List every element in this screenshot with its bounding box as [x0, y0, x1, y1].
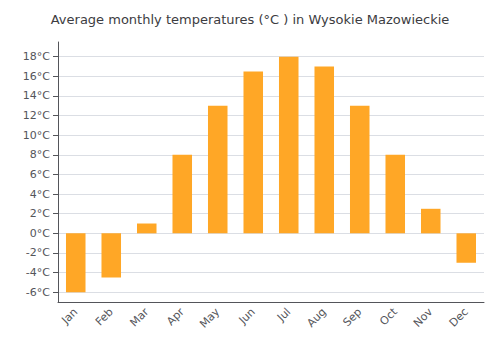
- svg-text:May: May: [197, 305, 223, 331]
- svg-text:-2°C: -2°C: [26, 246, 50, 259]
- svg-text:2°C: 2°C: [30, 207, 50, 220]
- svg-text:Aug: Aug: [304, 305, 328, 329]
- svg-text:0°C: 0°C: [30, 227, 50, 240]
- svg-text:Feb: Feb: [93, 305, 116, 328]
- svg-text:18°C: 18°C: [23, 50, 50, 63]
- svg-text:-6°C: -6°C: [26, 286, 50, 299]
- svg-text:Average monthly temperatures (: Average monthly temperatures (°C ) in Wy…: [51, 12, 450, 27]
- svg-text:Apr: Apr: [164, 305, 187, 328]
- svg-text:Jan: Jan: [58, 305, 80, 327]
- svg-text:Oct: Oct: [377, 305, 400, 328]
- svg-text:8°C: 8°C: [30, 148, 50, 161]
- svg-text:4°C: 4°C: [30, 188, 50, 201]
- svg-text:Nov: Nov: [411, 305, 436, 330]
- svg-text:Jun: Jun: [236, 305, 258, 327]
- svg-text:14°C: 14°C: [23, 89, 50, 102]
- svg-text:10°C: 10°C: [23, 129, 50, 142]
- svg-text:-4°C: -4°C: [26, 266, 50, 279]
- svg-text:Jul: Jul: [274, 305, 293, 324]
- svg-text:Dec: Dec: [447, 305, 471, 329]
- svg-text:16°C: 16°C: [23, 70, 50, 83]
- svg-text:Mar: Mar: [127, 305, 151, 329]
- svg-text:Sep: Sep: [341, 305, 365, 329]
- svg-text:12°C: 12°C: [23, 109, 50, 122]
- svg-text:6°C: 6°C: [30, 168, 50, 181]
